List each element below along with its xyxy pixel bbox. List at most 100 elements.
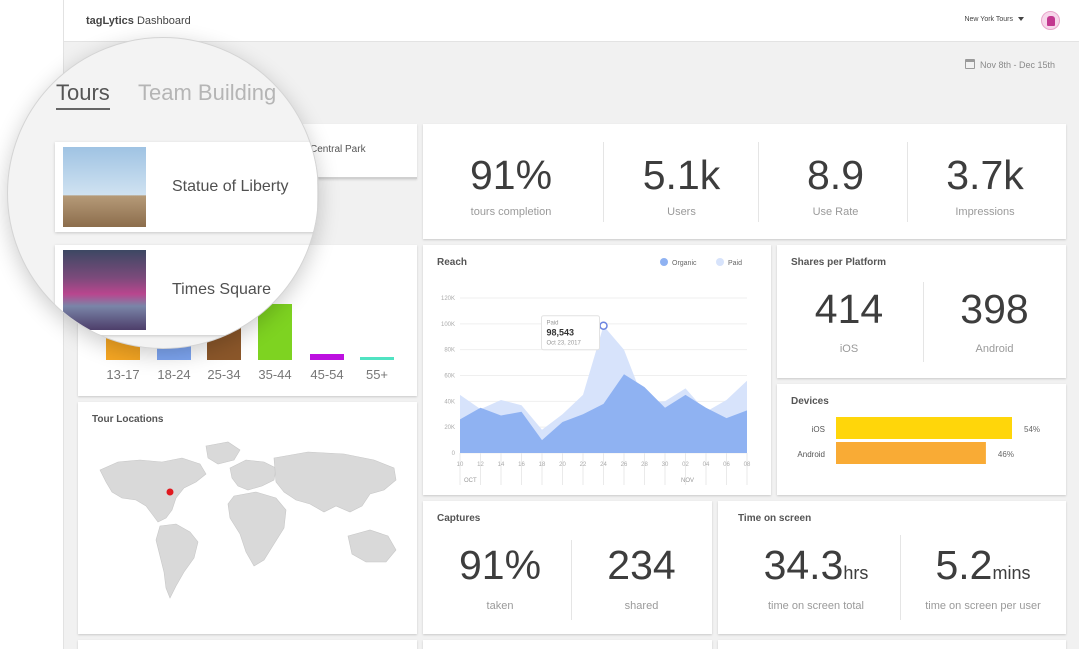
tour-name: Central Park [310, 144, 366, 155]
device-bar[interactable] [836, 417, 1012, 439]
tooltip-series: Paid [547, 321, 559, 327]
shares-label-android: Android [975, 343, 1014, 355]
divider [900, 535, 901, 620]
stat-value-completion: 91% [469, 152, 553, 198]
tour-card-times-square[interactable]: Times Square [55, 245, 317, 335]
stats-card: 91% tours completion 5.1k Users 8.9 Use … [423, 124, 1066, 239]
age-label: 25-34 [207, 367, 240, 382]
captures-label-taken: taken [486, 600, 514, 612]
statue-of-liberty-image [63, 147, 146, 227]
reach-area-chart[interactable]: Organic Paid 0 20K 40K 60K 80K 100K 120K 10 12 14 16… [423, 245, 771, 495]
tour-locations-title: Tour Locations [92, 414, 164, 425]
divider [603, 142, 604, 222]
time-on-screen-title: Time on screen [738, 513, 812, 524]
tour-location-marker[interactable] [166, 488, 174, 496]
time-label-per-user: time on screen per user [925, 600, 1041, 612]
area-organic [460, 374, 747, 453]
brand-title[interactable]: tagLytics Dashboard [86, 15, 191, 27]
x-tick-label: 24 [600, 462, 607, 468]
age-label: 55+ [366, 367, 388, 382]
south-america-shape [155, 523, 199, 599]
shares-value-ios: 414 [814, 286, 884, 332]
bottom-card-stub [423, 640, 712, 649]
age-bar[interactable] [360, 357, 394, 360]
age-label: 45-54 [310, 367, 343, 382]
org-selector[interactable]: New York Tours [964, 16, 1024, 23]
age-label: 18-24 [157, 367, 190, 382]
tooltip-date: Oct 23, 2017 [547, 341, 582, 347]
age-bar[interactable] [310, 354, 344, 360]
stat-label-users: Users [667, 206, 696, 218]
x-tick-label: 04 [703, 462, 710, 468]
x-tick-label: 16 [518, 462, 525, 468]
top-bar: tagLytics Dashboard New York Tours [64, 0, 1079, 42]
north-america-shape [99, 457, 207, 523]
stat-label-use-rate: Use Rate [812, 206, 859, 218]
time-per-user-unit: mins [992, 563, 1031, 583]
reach-legend: Organic Paid [660, 258, 742, 267]
x-tick-label: 22 [580, 462, 587, 468]
europe-shape [229, 459, 277, 491]
stat-label-completion: tours completion [470, 206, 552, 218]
age-label: 35-44 [258, 367, 291, 382]
captures-label-shared: shared [624, 600, 659, 612]
legend-label-organic: Organic [672, 260, 697, 267]
shares-title: Shares per Platform [791, 257, 887, 268]
australia-shape [347, 529, 397, 563]
brand-suffix: Dashboard [133, 15, 191, 27]
month-label-nov: NOV [681, 478, 694, 484]
divider [923, 282, 924, 362]
captures-card: Captures 91% taken 234 shared [423, 501, 712, 634]
tooltip-value: 98,543 [547, 328, 575, 338]
time-value-total: 34.3hrs [718, 545, 914, 586]
legend-label-paid: Paid [728, 260, 742, 267]
device-percent: 46% [998, 450, 1014, 459]
divider [907, 142, 908, 222]
world-map[interactable] [78, 402, 417, 634]
y-tick-label: 0 [452, 451, 456, 457]
device-bar[interactable] [836, 442, 986, 464]
x-tick-label: 06 [723, 462, 730, 468]
shares-label-ios: iOS [839, 343, 859, 355]
time-per-user-number: 5.2 [935, 542, 993, 588]
x-tick-label: 30 [662, 462, 669, 468]
calendar-icon [964, 59, 975, 69]
devices-title: Devices [791, 396, 829, 407]
highlight-point[interactable] [599, 321, 608, 330]
divider [758, 142, 759, 222]
x-tick-label: 28 [641, 462, 648, 468]
date-range-picker[interactable]: Nov 8th - Dec 15th [964, 59, 1055, 70]
reach-title: Reach [437, 257, 468, 268]
y-tick-label: 20K [444, 425, 455, 431]
reach-card: Reach Organic Paid 0 20K 40K 60K 80K 100K 120K 10… [423, 245, 771, 495]
y-tick-label: 40K [444, 399, 455, 405]
captures-value-shared: 234 [607, 542, 676, 588]
legend-swatch-organic [660, 258, 668, 266]
devices-card: Devices iOS 54% Android 46% [777, 384, 1066, 495]
time-value-per-user: 5.2mins [900, 545, 1066, 586]
time-total-number: 34.3 [763, 542, 844, 588]
dashboard-app: tagLytics Dashboard New York Tours Nov 8… [63, 0, 1079, 649]
x-tick-label: 18 [539, 462, 546, 468]
devices-bar-chart: iOS 54% Android 46% [797, 417, 1040, 464]
tab-tours[interactable]: Tours [56, 80, 110, 110]
tour-card-statue-of-liberty[interactable]: Statue of Liberty [55, 142, 317, 232]
device-percent: 54% [1024, 425, 1040, 434]
time-on-screen-card: Time on screen 34.3hrs time on screen to… [718, 501, 1066, 634]
legend-swatch-paid [716, 258, 724, 266]
shares-value-android: 398 [960, 286, 1029, 332]
time-label-total: time on screen total [768, 600, 864, 612]
y-tick-label: 80K [444, 348, 455, 354]
magnifier-lens: Tours Team Building Statue of Liberty Ti… [7, 37, 319, 349]
device-label: Android [797, 450, 825, 459]
age-label: 13-17 [106, 367, 139, 382]
month-label-oct: OCT [464, 478, 477, 484]
stat-value-impressions: 3.7k [946, 152, 1024, 198]
device-label: iOS [812, 425, 825, 434]
tour-name: Statue of Liberty [172, 178, 289, 195]
tab-team-building[interactable]: Team Building [138, 80, 277, 105]
x-tick-label: 20 [559, 462, 566, 468]
user-avatar[interactable] [1041, 11, 1060, 30]
divider [571, 540, 572, 620]
